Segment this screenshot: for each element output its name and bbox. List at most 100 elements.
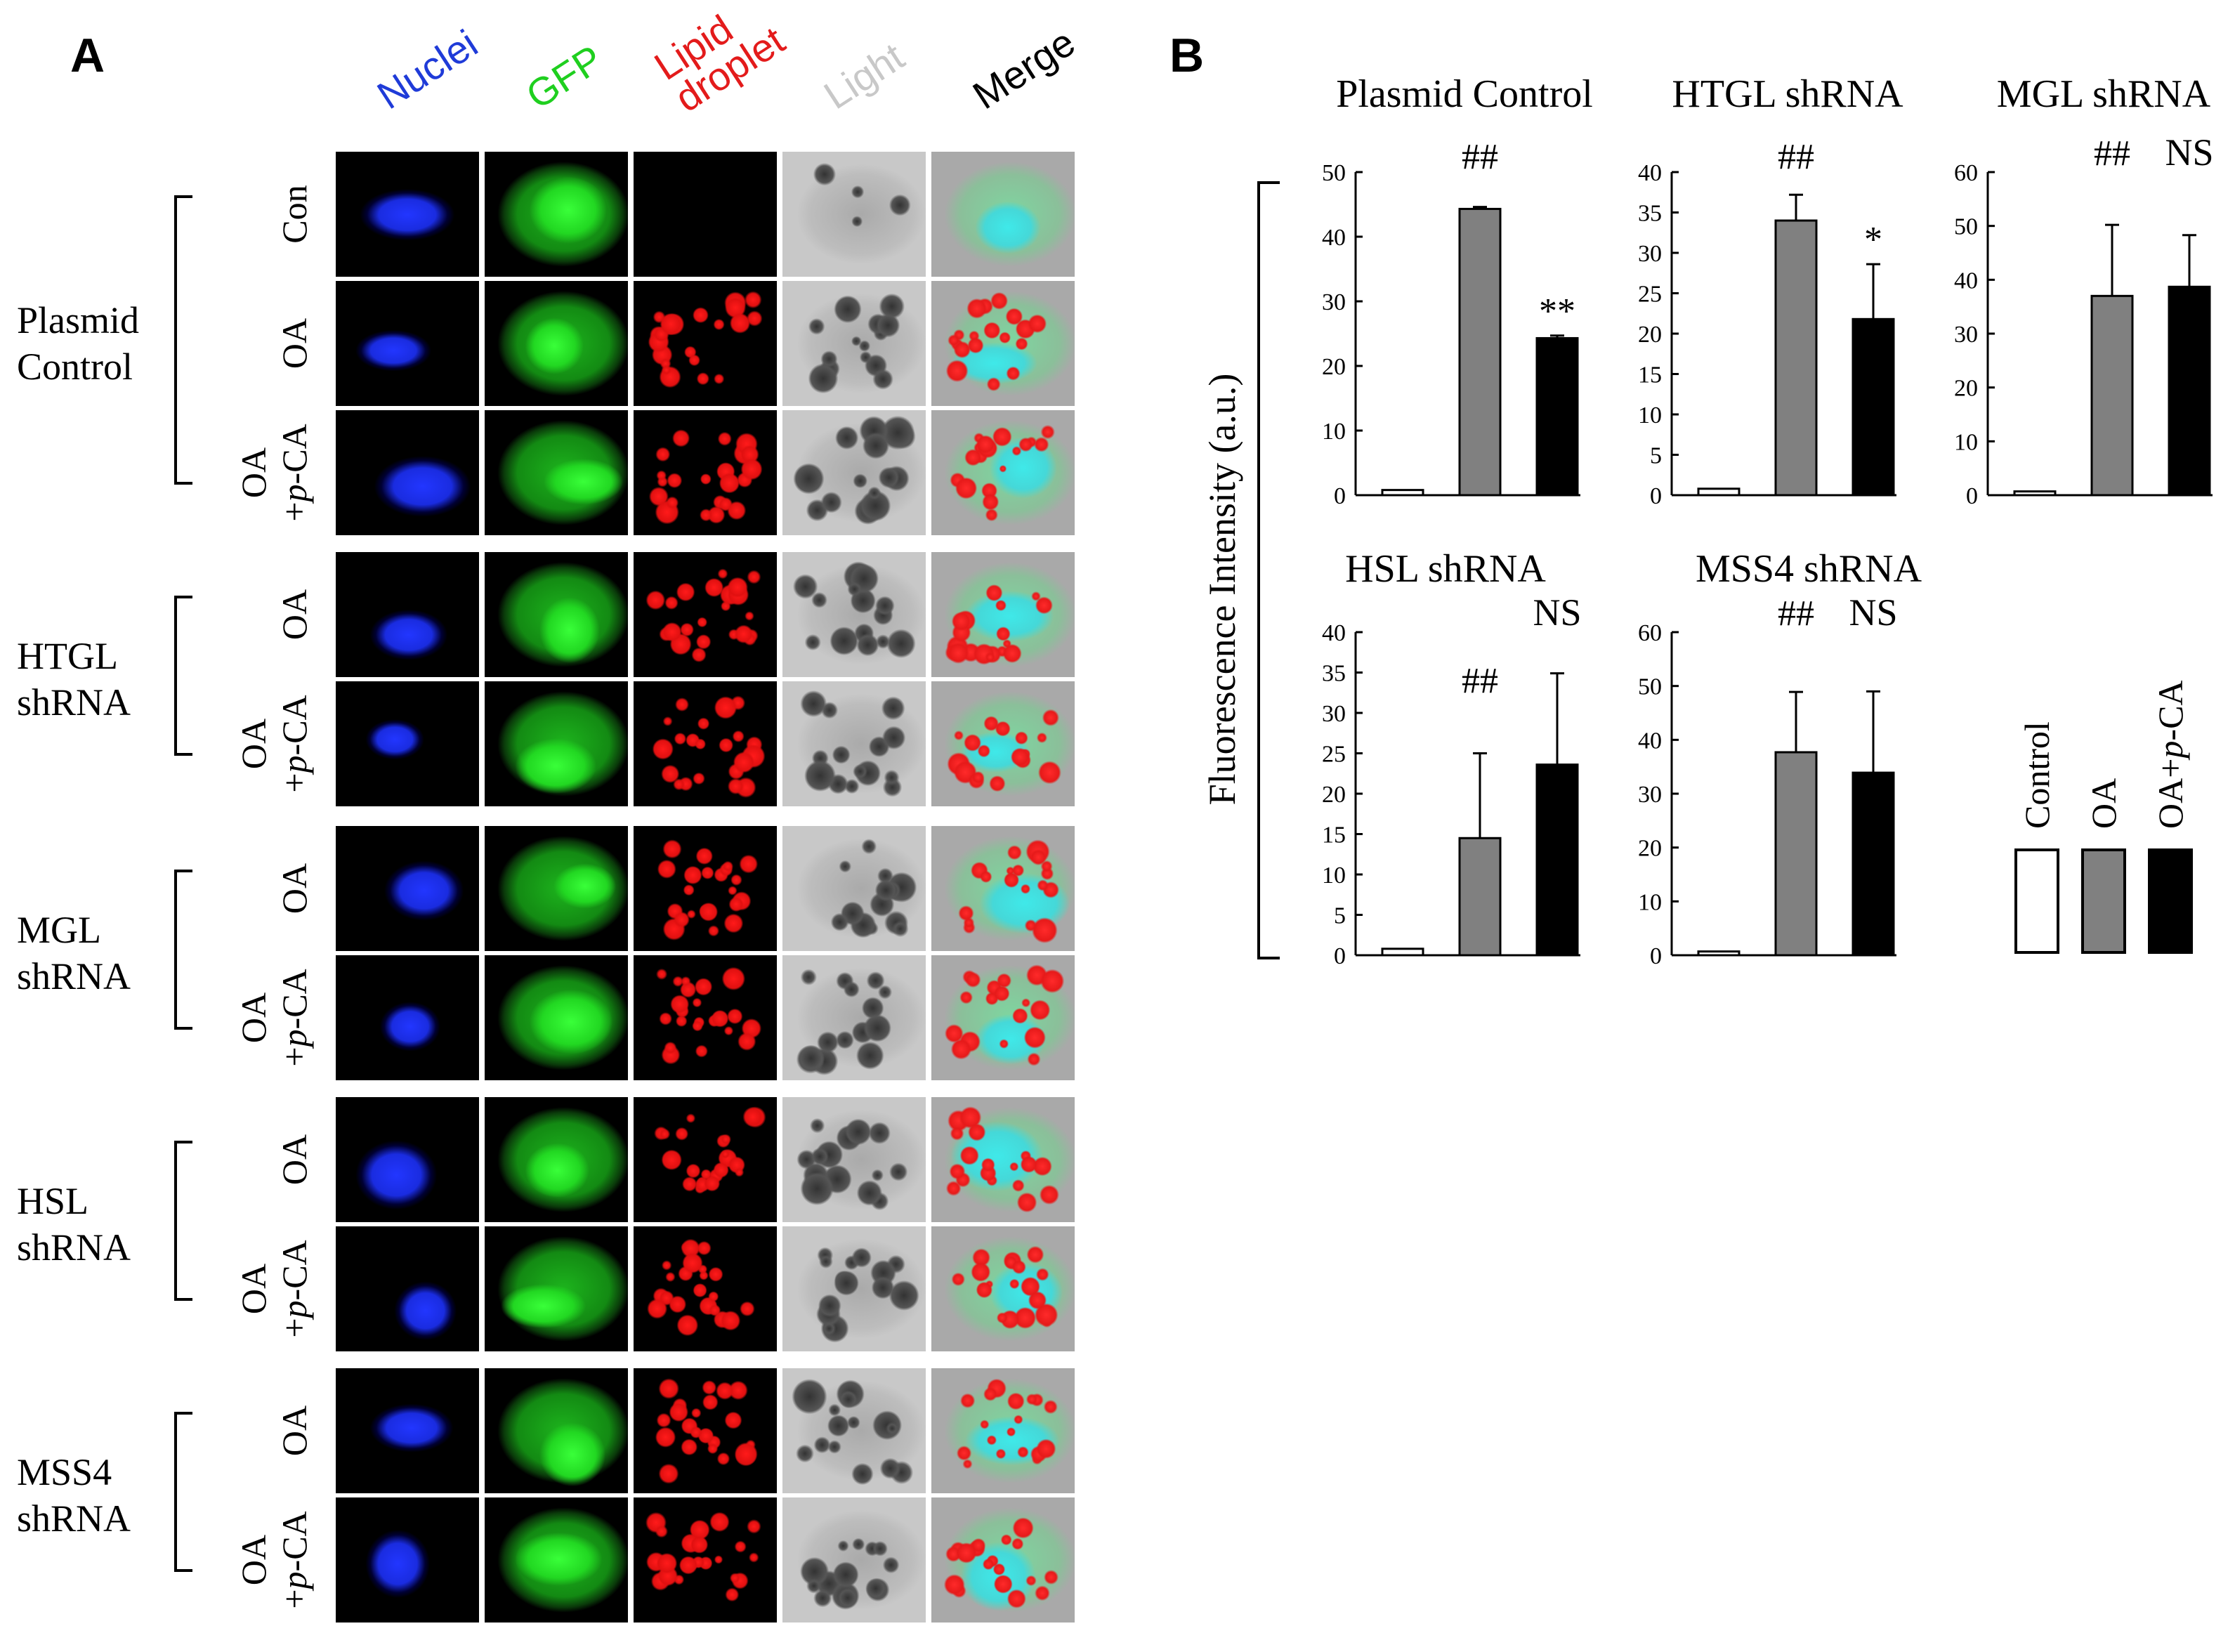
group-label-2: HTGL shRNA [17,635,131,723]
bar-oa+p-ca [1851,317,1895,497]
micrograph-light-r9 [782,1226,926,1351]
micrograph-light-r10 [782,1368,926,1493]
y-tick-label: 10 [1322,419,1346,445]
bar-oa+p-ca [1851,771,1895,957]
y-tick-label: 40 [1638,728,1662,754]
micrograph-merge-r6 [931,826,1075,951]
panel-a-letter: A [70,29,105,82]
micrograph-lipid-r2 [634,281,777,406]
micrograph-light-r5 [782,681,926,806]
micrograph-light-r4 [782,552,926,677]
micrograph-light-r3 [782,410,926,535]
micrograph-merge-r10 [931,1368,1075,1493]
micrograph-gfp-r2 [485,281,628,406]
micrograph-merge-r9 [931,1226,1075,1351]
y-tick-label: 0 [1334,483,1346,509]
micrograph-light-r8 [782,1097,926,1222]
panel-b-letter: B [1169,29,1205,82]
micrograph-nuclei-r8 [336,1097,479,1222]
micrograph-nuclei-r5 [336,681,479,806]
micrograph-merge-r3 [931,410,1075,535]
micrograph-merge-r2 [931,281,1075,406]
significance-label: NS [1533,591,1581,634]
micrograph-lipid-r6 [634,826,777,951]
bar-oa [2090,294,2134,497]
micrograph-lipid-r10 [634,1368,777,1493]
significance-label: NS [2165,131,2213,173]
significance-label: ## [1778,594,1814,634]
significance-label: ## [1462,137,1498,177]
micrograph-nuclei-r11 [336,1497,479,1622]
y-tick-label: 50 [1638,674,1662,700]
micrograph-gfp-r11 [485,1497,628,1622]
significance-label: ## [1778,137,1814,177]
chart-4: HSL shRNA 0 5 10 15 20 25 30 35 40 ## NS [1322,547,1582,969]
micrograph-lipid-r3 [634,410,777,535]
micrograph-gfp-r4 [485,552,628,677]
bar-oa [1458,207,1502,497]
y-tick-label: 60 [1954,160,1978,186]
micrograph-lipid-r7 [634,955,777,1080]
group-bracket-4 [174,1141,192,1301]
chart-5: MSS4 shRNA 0 10 20 30 40 50 60 ## NS [1638,547,1922,969]
micrograph-nuclei-r6 [336,826,479,951]
legend-label-3: OA+p-CA [2151,680,2190,829]
group-bracket-2 [174,596,192,756]
y-tick-label: 25 [1638,282,1662,308]
bar-oa+p-ca [1535,336,1579,497]
chart-title: HSL shRNA [1345,547,1546,591]
y-tick-label: 10 [1638,402,1662,428]
y-tick-label: 30 [1954,322,1978,348]
bar-oa [1458,837,1502,957]
micrograph-merge-r5 [931,681,1075,806]
y-tick-label: 30 [1638,782,1662,808]
y-tick-label: 40 [1954,268,1978,294]
chart-title: MSS4 shRNA [1696,547,1922,591]
bar-oa [1774,219,1818,497]
micrograph-lipid-r8 [634,1097,777,1222]
group-bracket-3 [174,870,192,1030]
bar-control [1381,489,1424,497]
y-tick-label: 35 [1322,661,1346,687]
chart-title: Plasmid Control [1336,72,1593,116]
y-tick-label: 15 [1638,362,1662,388]
y-tick-label: 40 [1322,620,1346,646]
micrograph-lipid-r1 [634,152,777,277]
micrograph-nuclei-r9 [336,1226,479,1351]
y-tick-label: 0 [1966,483,1978,509]
y-tick-label: 10 [1954,429,1978,455]
y-tick-label: 30 [1638,241,1662,267]
micrograph-light-r7 [782,955,926,1080]
y-tick-label: 30 [1322,289,1346,315]
chart-title: HTGL shRNA [1672,72,1903,116]
bar-control [2013,490,2057,497]
significance-label: NS [1849,591,1897,634]
micrograph-lipid-r9 [634,1226,777,1351]
micrograph-lipid-r4 [634,552,777,677]
micrograph-gfp-r10 [485,1368,628,1493]
y-tick-label: 40 [1322,225,1346,251]
micrograph-merge-r4 [931,552,1075,677]
y-tick-label: 60 [1638,620,1662,646]
ylabel-bracket [1257,181,1280,959]
y-tick-label: 50 [1954,214,1978,240]
micrograph-light-r6 [782,826,926,951]
group-bracket-5 [174,1412,192,1572]
micrograph-gfp-r8 [485,1097,628,1222]
bar-oa+p-ca [2168,285,2211,497]
micrograph-gfp-r3 [485,410,628,535]
group-label-4: HSL shRNA [17,1180,131,1268]
legend-label-1: Control [2017,721,2057,829]
y-tick-label: 30 [1322,701,1346,727]
y-tick-label: 0 [1650,943,1662,969]
y-tick-label: 5 [1334,903,1346,929]
bar-oa+p-ca [1535,763,1579,957]
micrograph-lipid-r5 [634,681,777,806]
micrograph-light-r1 [782,152,926,277]
group-bracket-1 [174,195,192,485]
y-tick-label: 40 [1638,160,1662,186]
significance-label: ## [1462,661,1498,701]
y-tick-label: 20 [1638,322,1662,348]
micrograph-gfp-r9 [485,1226,628,1351]
